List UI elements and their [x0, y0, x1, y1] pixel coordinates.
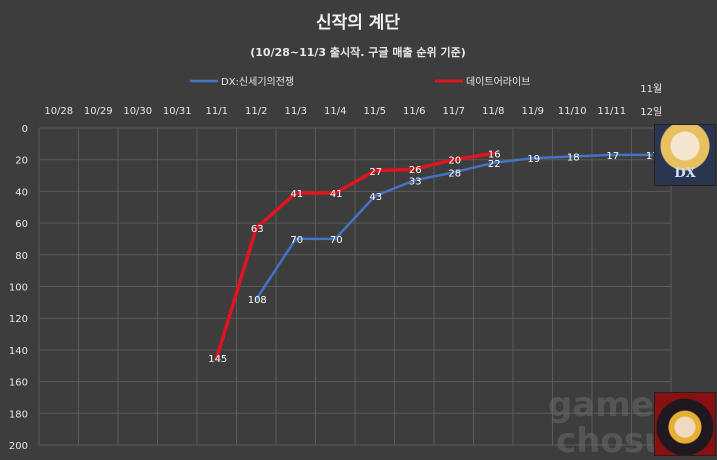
x-tick-label: 11/9	[522, 106, 544, 117]
data-point	[649, 153, 653, 157]
x-tick-label: 11/2	[245, 106, 267, 117]
x-tick-label: 11/4	[324, 106, 346, 117]
data-label: 28	[448, 168, 461, 179]
x-tick-label: 11/8	[482, 106, 504, 117]
y-tick-label: 200	[9, 441, 28, 452]
data-label: 70	[290, 235, 303, 246]
data-point	[531, 156, 535, 160]
x-tick-label: 11/1	[206, 106, 228, 117]
data-label: 41	[330, 189, 343, 200]
data-label: 33	[409, 176, 422, 187]
x-tick-label: 10/28	[44, 106, 73, 117]
data-point	[610, 153, 614, 157]
data-label: 17	[646, 151, 659, 162]
y-tick-label: 80	[15, 251, 28, 262]
data-point	[254, 297, 258, 301]
data-point	[333, 191, 337, 195]
x-tick-label: 12일	[640, 106, 662, 118]
chart-subtitle: (10/28~11/3 출시작. 구글 매출 순위 기준)	[250, 45, 466, 59]
legend: DX:신세기의전쟁 데이트어라이브	[190, 76, 530, 88]
data-labels: 108 70 70 43 33 28 22 19 18 17 17 145 63 41 41 27 26 20 16	[208, 149, 658, 364]
x-tick-label: 11/10	[558, 106, 587, 117]
dx-thumbnail-text: DX	[674, 166, 696, 181]
y-tick-label: 160	[9, 378, 28, 389]
data-label: 18	[567, 153, 580, 164]
legend-label: 데이트어라이브	[466, 76, 530, 88]
x-tick-label: 10/31	[163, 106, 192, 117]
y-tick-label: 120	[9, 314, 28, 325]
y-tick-label: 0	[22, 124, 28, 135]
y-tick-label: 180	[9, 409, 28, 420]
x-axis-ticks: 10/28 10/29 10/30 10/31 11/1 11/2 11/3 11/4 11/5…	[44, 83, 662, 118]
data-label: 22	[488, 159, 501, 170]
data-label: 63	[251, 224, 264, 235]
x-tick-label: 11/6	[403, 106, 425, 117]
data-point	[452, 170, 456, 174]
data-label: 17	[606, 151, 619, 162]
y-axis-ticks: 0 20 40 60 80 100 120 140 160 180 200	[9, 124, 28, 452]
watermark-line1: game	[548, 385, 654, 425]
data-label: 16	[488, 149, 501, 160]
x-tick-label: 11/11	[597, 106, 626, 117]
data-label: 19	[527, 154, 540, 165]
dx-game-thumbnail: DX	[654, 124, 716, 186]
data-point	[373, 194, 377, 198]
data-point	[452, 158, 456, 162]
data-point	[491, 161, 495, 165]
data-point	[215, 356, 219, 360]
y-tick-label: 20	[15, 156, 28, 167]
date-a-live-thumbnail	[654, 392, 716, 456]
data-label: 108	[248, 295, 267, 306]
x-tick-label: 11/7	[443, 106, 465, 117]
data-point	[294, 237, 298, 241]
data-point	[333, 237, 337, 241]
data-point	[254, 226, 258, 230]
data-point	[412, 178, 416, 182]
data-point	[412, 167, 416, 171]
x-tick-label: 10/30	[123, 106, 152, 117]
data-label: 20	[448, 156, 461, 167]
y-tick-label: 60	[15, 219, 28, 230]
data-point	[491, 151, 495, 155]
data-label: 27	[369, 167, 382, 178]
x-tick-label: 11/3	[285, 106, 307, 117]
legend-label: DX:신세기의전쟁	[221, 76, 294, 88]
series-lines	[215, 151, 653, 360]
x-tick-label: 11/5	[364, 106, 386, 117]
y-tick-label: 40	[15, 187, 28, 198]
chart-title: 신작의 계단	[316, 13, 400, 33]
data-point	[373, 169, 377, 173]
x-tick-label: 11월	[640, 83, 662, 95]
data-label: 41	[290, 189, 303, 200]
y-tick-label: 100	[9, 283, 28, 294]
x-tick-label: 10/29	[84, 106, 113, 117]
grid	[38, 127, 672, 446]
data-point	[570, 155, 574, 159]
data-point	[294, 191, 298, 195]
data-label: 145	[208, 354, 227, 365]
series-line	[215, 151, 496, 360]
data-label: 43	[369, 192, 382, 203]
y-tick-label: 140	[9, 346, 28, 357]
data-label: 70	[330, 235, 343, 246]
data-label: 26	[409, 165, 422, 176]
